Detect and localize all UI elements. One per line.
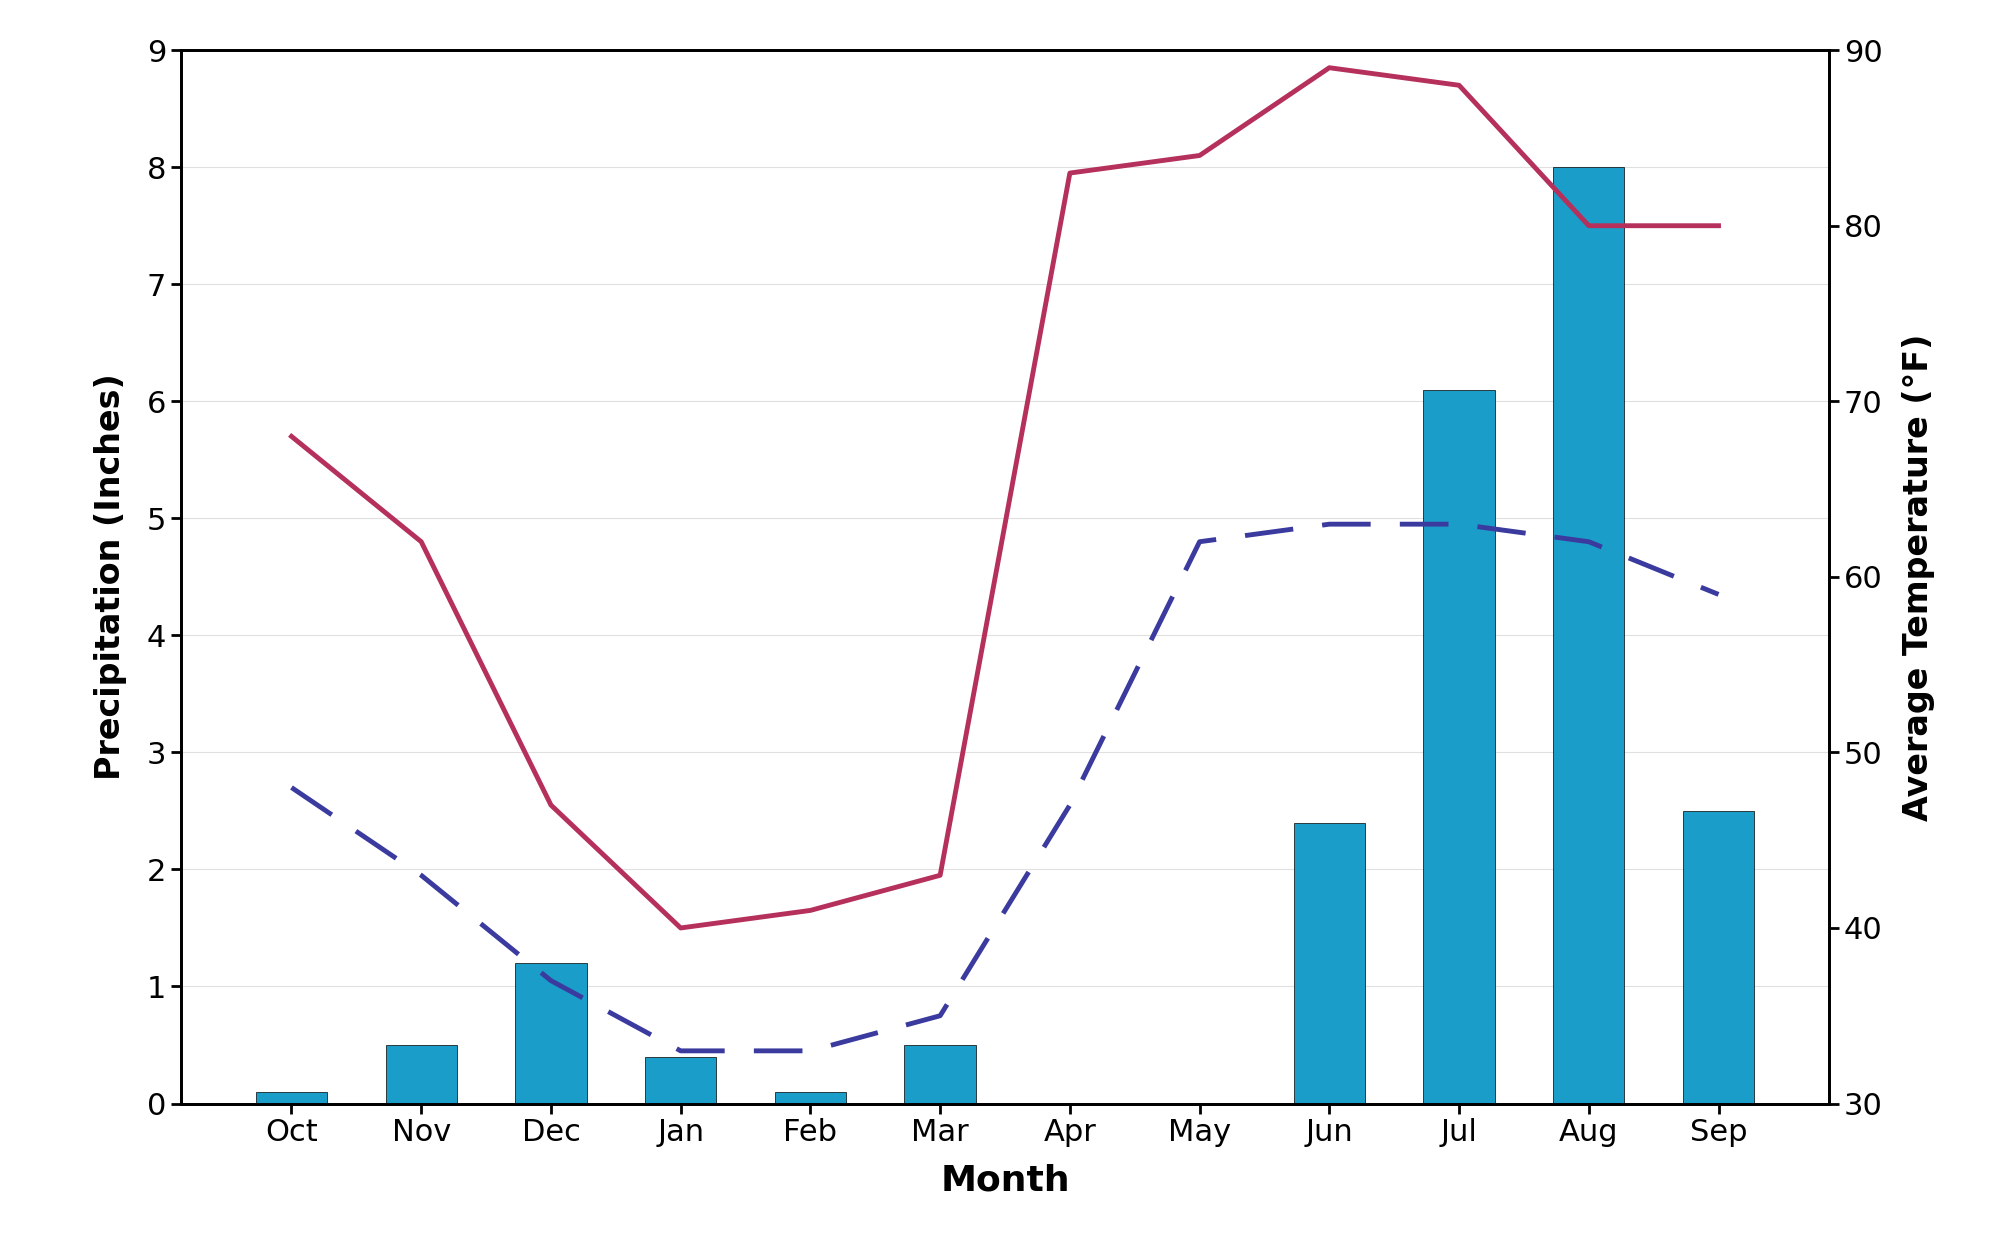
Bar <box>386 1045 456 1104</box>
Bar <box>904 1045 975 1104</box>
Bar <box>1554 167 1624 1104</box>
Bar <box>255 1092 328 1104</box>
Y-axis label: Precipitation (Inches): Precipitation (Inches) <box>94 374 127 780</box>
Bar <box>774 1092 846 1104</box>
Bar <box>1294 823 1365 1104</box>
Y-axis label: Average Temperature (°F): Average Temperature (°F) <box>1901 334 1936 820</box>
Bar <box>1682 811 1755 1104</box>
Bar <box>515 963 587 1104</box>
Bar <box>1423 390 1495 1104</box>
Bar <box>645 1057 716 1104</box>
X-axis label: Month: Month <box>941 1164 1069 1198</box>
